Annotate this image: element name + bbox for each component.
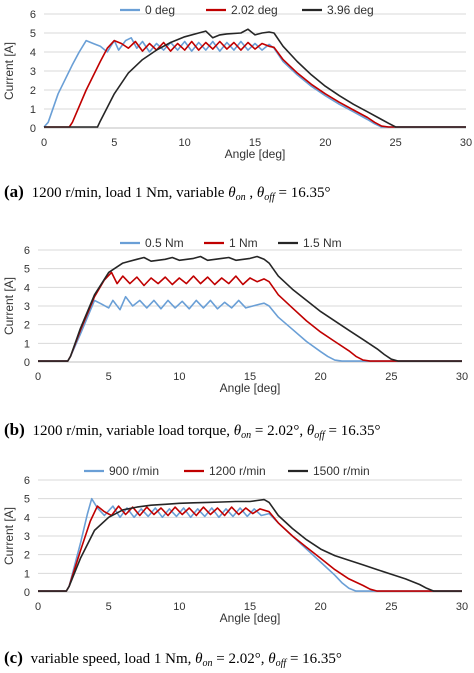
series-line <box>43 37 466 128</box>
y-tick-label: 2 <box>30 85 36 97</box>
chart-panel-a: 0 1 2 3 4 5 6 0 5 10 15 20 25 30 Angle [deg] Current [A… <box>2 3 472 161</box>
y-tick-label: 1 <box>30 104 36 116</box>
legend-label: 900 r/min <box>109 464 159 478</box>
y-tick-label: 4 <box>30 47 36 59</box>
y-tick-label: 0 <box>30 123 36 135</box>
x-tick-label: 15 <box>249 137 261 149</box>
y-tick-label: 4 <box>24 282 30 294</box>
x-tick-label: 5 <box>106 601 112 613</box>
y-tick-label: 5 <box>30 28 36 40</box>
y-axis-label: Current [A] <box>2 277 16 335</box>
x-tick-label: 25 <box>390 137 402 149</box>
chart-panel-b: 0 1 2 3 4 5 6 0 5 10 15 20 25 30 Angle [deg] Current [A… <box>2 236 468 395</box>
x-tick-label: 10 <box>173 371 185 383</box>
x-tick-label: 0 <box>35 371 41 383</box>
y-tick-label: 0 <box>24 587 30 599</box>
caption-c-tag: (c) <box>4 648 23 667</box>
y-tick-label: 4 <box>24 512 30 524</box>
x-tick-label: 15 <box>244 371 256 383</box>
y-tick-label: 1 <box>24 568 30 580</box>
x-tick-label: 0 <box>41 137 47 149</box>
caption-a-tag: (a) <box>4 182 24 201</box>
legend-label: 1200 r/min <box>209 464 266 478</box>
y-tick-label: 6 <box>24 245 30 257</box>
y-tick-label: 3 <box>24 531 30 543</box>
x-tick-label: 30 <box>456 371 468 383</box>
x-tick-label: 10 <box>179 137 191 149</box>
x-axis-label: Angle [deg] <box>220 611 281 625</box>
legend-label: 3.96 deg <box>327 3 374 17</box>
series-line <box>38 271 462 362</box>
legend-label: 0 deg <box>145 3 175 17</box>
y-tick-label: 0 <box>24 357 30 369</box>
x-axis-label: Angle [deg] <box>225 147 286 161</box>
x-tick-label: 10 <box>173 601 185 613</box>
series-line <box>38 498 462 592</box>
y-tick-label: 2 <box>24 550 30 562</box>
x-tick-label: 5 <box>111 137 117 149</box>
caption-b-tag: (b) <box>4 420 25 439</box>
x-tick-label: 25 <box>385 601 397 613</box>
caption-b: (b) 1200 r/min, variable load torque, θo… <box>4 420 380 441</box>
series-line <box>38 505 462 592</box>
y-tick-label: 5 <box>24 264 30 276</box>
y-tick-label: 6 <box>30 9 36 21</box>
series-line <box>44 28 466 128</box>
legend-label: 1 Nm <box>229 236 258 250</box>
legend-label: 1500 r/min <box>313 464 370 478</box>
chart-panel-c: 0 1 2 3 4 5 6 0 5 10 15 20 25 30 Angle [deg] Current [A… <box>2 464 468 625</box>
series-line <box>44 39 466 128</box>
caption-a: (a) 1200 r/min, load 1 Nm, variable θon … <box>4 182 331 203</box>
y-tick-label: 3 <box>30 66 36 78</box>
y-axis-label: Current [A] <box>2 42 16 100</box>
x-axis-label: Angle [deg] <box>220 381 281 395</box>
y-tick-label: 3 <box>24 301 30 313</box>
series-line <box>38 295 462 362</box>
x-tick-label: 20 <box>315 371 327 383</box>
x-tick-label: 20 <box>315 601 327 613</box>
x-tick-label: 25 <box>385 371 397 383</box>
y-tick-label: 6 <box>24 475 30 487</box>
y-tick-label: 2 <box>24 320 30 332</box>
y-tick-label: 1 <box>24 338 30 350</box>
x-tick-label: 30 <box>460 137 472 149</box>
legend-label: 0.5 Nm <box>145 236 184 250</box>
caption-c: (c) variable speed, load 1 Nm, θon = 2.0… <box>4 648 342 668</box>
series-line <box>38 255 462 362</box>
x-tick-label: 30 <box>456 601 468 613</box>
y-tick-label: 5 <box>24 494 30 506</box>
y-axis-label: Current [A] <box>2 507 16 565</box>
legend-label: 1.5 Nm <box>303 236 342 250</box>
legend-label: 2.02 deg <box>231 3 278 17</box>
x-tick-label: 5 <box>106 371 112 383</box>
x-tick-label: 15 <box>244 601 256 613</box>
x-tick-label: 0 <box>35 601 41 613</box>
x-tick-label: 20 <box>319 137 331 149</box>
